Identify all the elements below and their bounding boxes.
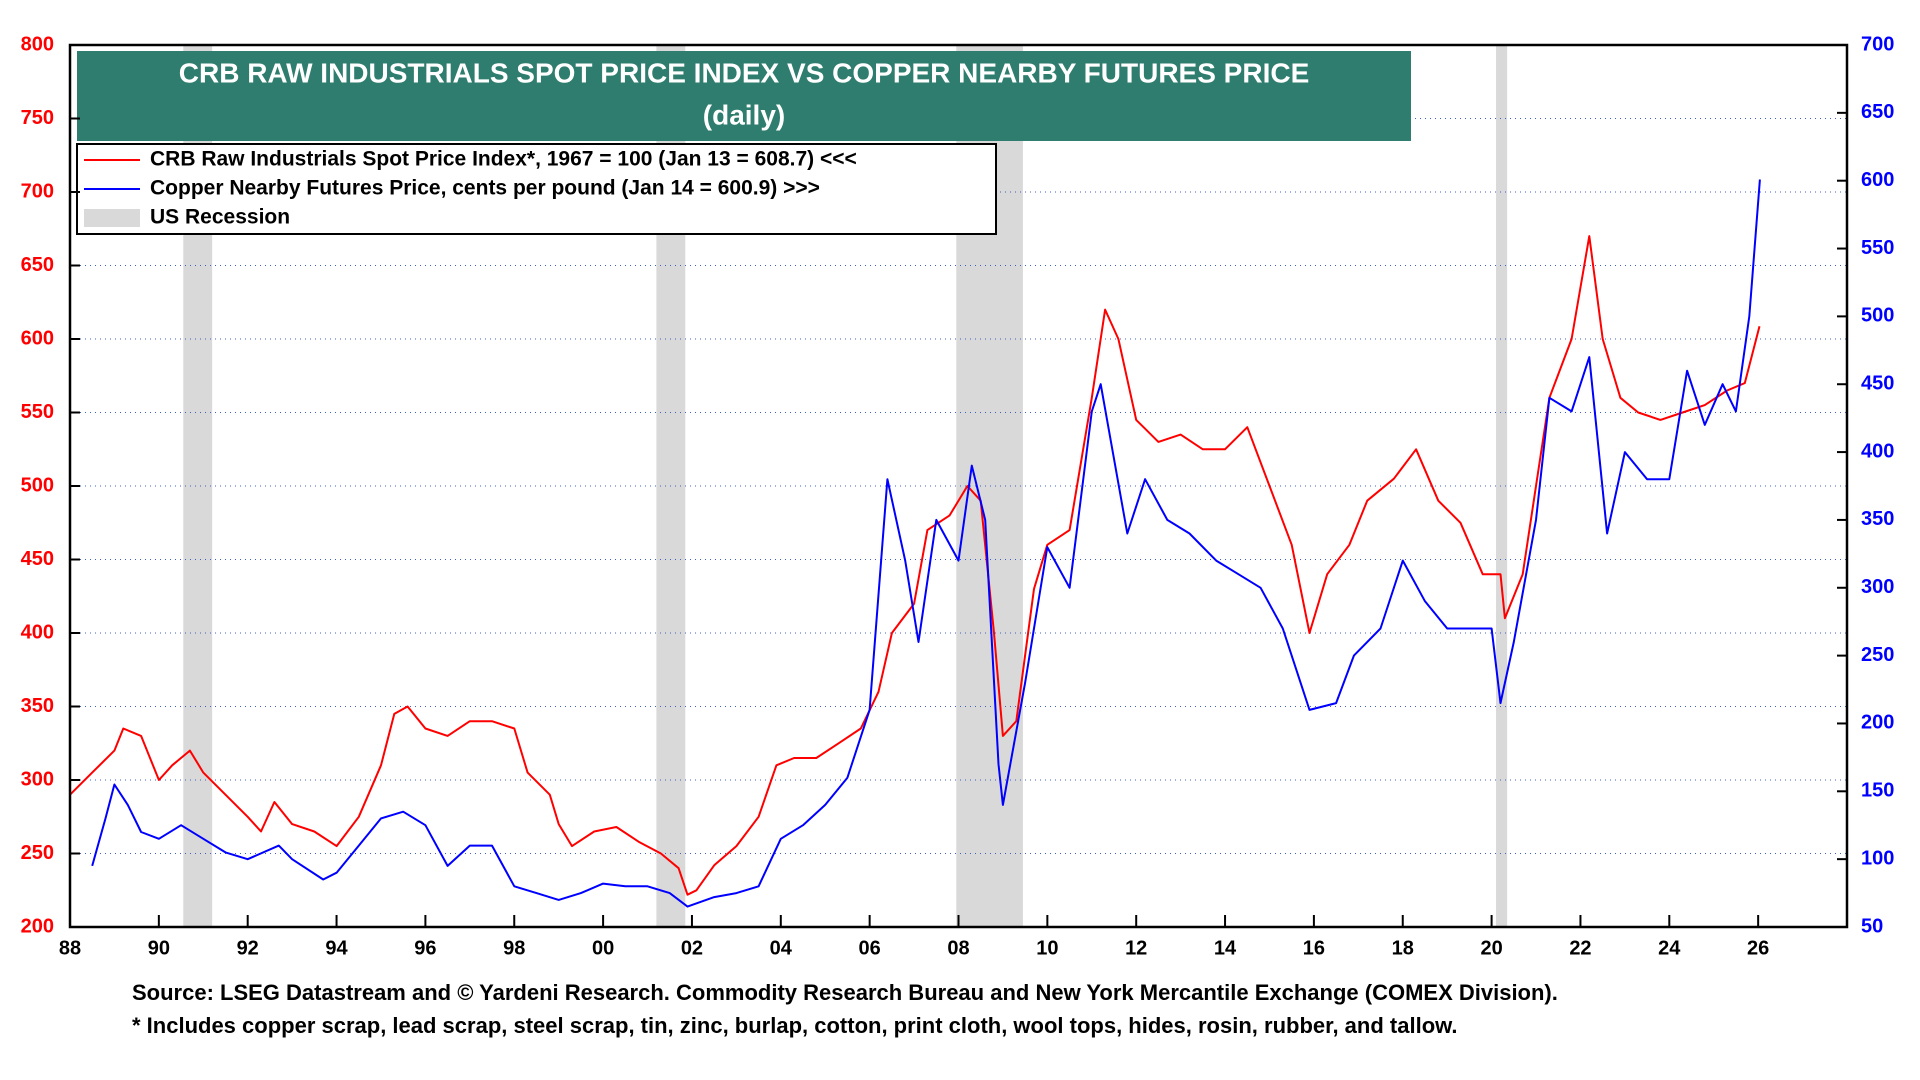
y2-tick-label: 400 bbox=[1861, 440, 1894, 462]
x-tick-label: 22 bbox=[1569, 937, 1591, 959]
y2-tick-label: 150 bbox=[1861, 780, 1894, 802]
y2-tick-label: 300 bbox=[1861, 576, 1894, 598]
legend: CRB Raw Industrials Spot Price Index*, 1… bbox=[84, 148, 857, 229]
y-tick-label: 200 bbox=[21, 915, 54, 937]
y2-tick-label: 550 bbox=[1861, 237, 1894, 259]
legend-box bbox=[76, 143, 997, 235]
x-tick-label: 90 bbox=[148, 937, 170, 959]
legend-swatch bbox=[84, 209, 140, 227]
y-tick-label: 650 bbox=[21, 254, 54, 276]
y-tick-label: 550 bbox=[21, 401, 54, 423]
y2-tick-label: 100 bbox=[1861, 847, 1894, 869]
x-tick-label: 18 bbox=[1392, 937, 1414, 959]
y2-tick-label: 500 bbox=[1861, 305, 1894, 327]
footnote: * Includes copper scrap, lead scrap, ste… bbox=[132, 1013, 1458, 1038]
x-tick-label: 08 bbox=[947, 937, 969, 959]
legend-label: Copper Nearby Futures Price, cents per p… bbox=[150, 177, 820, 200]
x-tick-label: 04 bbox=[770, 937, 793, 959]
y2-tick-label: 650 bbox=[1861, 101, 1894, 123]
y-tick-label: 500 bbox=[21, 474, 54, 496]
x-tick-label: 94 bbox=[325, 937, 348, 959]
x-tick-label: 00 bbox=[592, 937, 614, 959]
legend-label: CRB Raw Industrials Spot Price Index*, 1… bbox=[150, 148, 857, 171]
chart-subtitle: (daily) bbox=[703, 99, 785, 130]
x-tick-label: 12 bbox=[1125, 937, 1147, 959]
y-tick-label: 800 bbox=[21, 33, 54, 55]
x-tick-label: 92 bbox=[237, 937, 259, 959]
x-tick-label: 96 bbox=[414, 937, 436, 959]
x-tick-label: 16 bbox=[1303, 937, 1325, 959]
y-tick-label: 600 bbox=[21, 327, 54, 349]
y-tick-label: 450 bbox=[21, 548, 54, 570]
y-tick-label: 400 bbox=[21, 621, 54, 643]
title-box bbox=[77, 51, 1411, 141]
y-tick-label: 300 bbox=[21, 768, 54, 790]
x-tick-label: 10 bbox=[1036, 937, 1058, 959]
y2-tick-label: 200 bbox=[1861, 712, 1894, 734]
x-tick-label: 06 bbox=[859, 937, 881, 959]
x-tick-label: 24 bbox=[1658, 937, 1681, 959]
legend-label: US Recession bbox=[150, 206, 290, 229]
y-tick-label: 250 bbox=[21, 842, 54, 864]
y-tick-label: 700 bbox=[21, 180, 54, 202]
y2-tick-label: 350 bbox=[1861, 508, 1894, 530]
series-line bbox=[69, 235, 1761, 896]
x-tick-label: 88 bbox=[59, 937, 81, 959]
y2-tick-label: 700 bbox=[1861, 33, 1894, 55]
y2-tick-label: 50 bbox=[1861, 915, 1883, 937]
recession-band bbox=[1496, 45, 1508, 927]
y-tick-label: 750 bbox=[21, 107, 54, 129]
y2-tick-label: 450 bbox=[1861, 373, 1894, 395]
x-tick-label: 26 bbox=[1747, 937, 1769, 959]
series-line bbox=[91, 179, 1761, 908]
y2-tick-label: 250 bbox=[1861, 644, 1894, 666]
x-tick-label: 20 bbox=[1480, 937, 1502, 959]
x-tick-label: 02 bbox=[681, 937, 703, 959]
x-tick-label: 14 bbox=[1214, 937, 1237, 959]
x-tick-label: 98 bbox=[503, 937, 525, 959]
line-layer bbox=[69, 179, 1761, 908]
chart-title: CRB RAW INDUSTRIALS SPOT PRICE INDEX VS … bbox=[179, 57, 1310, 88]
source-note: Source: LSEG Datastream and © Yardeni Re… bbox=[132, 980, 1558, 1005]
y-tick-label: 350 bbox=[21, 695, 54, 717]
y2-tick-label: 600 bbox=[1861, 169, 1894, 191]
